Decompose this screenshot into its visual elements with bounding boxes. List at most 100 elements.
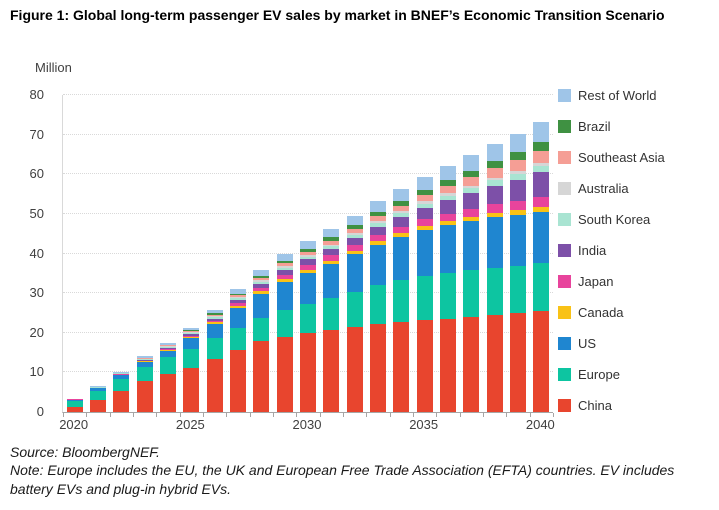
bar-segment-brazil xyxy=(509,152,526,161)
bar-segment-us xyxy=(229,307,246,328)
bar-segment-europe xyxy=(299,303,316,334)
gridline xyxy=(63,133,553,135)
bar-column-2037 xyxy=(460,95,483,412)
bar-segment-australia xyxy=(509,171,526,174)
bar-segment-southeast-asia xyxy=(323,240,340,245)
bar-segment-rest-of-world xyxy=(253,270,270,276)
y-tick-label: 70 xyxy=(29,126,44,142)
bar-segment-europe xyxy=(416,275,433,321)
bar-segment-australia xyxy=(416,201,433,204)
bar-segment-australia xyxy=(533,163,550,166)
figure-title: Figure 1: Global long-term passenger EV … xyxy=(10,7,665,23)
bar-segment-china xyxy=(206,359,223,412)
bar-segment-europe xyxy=(369,285,386,325)
bar-2040 xyxy=(533,122,550,412)
bar-column-2033 xyxy=(366,95,389,412)
legend-label: Rest of World xyxy=(578,88,657,103)
legend-item-japan: Japan xyxy=(558,274,665,289)
bar-segment-brazil xyxy=(183,330,200,332)
bar-segment-south-korea xyxy=(183,332,200,335)
bar-segment-china xyxy=(229,349,246,412)
legend-item-southeast-asia: Southeast Asia xyxy=(558,150,665,165)
bar-segment-brazil xyxy=(486,160,503,169)
legend-color-swatch xyxy=(558,368,571,381)
bar-segment-australia xyxy=(229,297,246,299)
bar-segment-europe xyxy=(346,291,363,328)
bar-segment-brazil xyxy=(439,180,456,187)
bar-segment-us xyxy=(533,211,550,264)
bar-segment-rest-of-world xyxy=(183,327,200,331)
legend-label: Australia xyxy=(578,181,629,196)
x-tick xyxy=(109,413,111,417)
legend-label: US xyxy=(578,336,597,351)
bar-2037 xyxy=(463,154,480,412)
x-tick xyxy=(319,413,321,417)
bar-2026 xyxy=(206,309,223,412)
bar-segment-rest-of-world xyxy=(136,356,153,358)
bar-segment-europe xyxy=(323,297,340,331)
bar-segment-south-korea xyxy=(136,358,153,360)
bar-segment-india xyxy=(533,172,550,197)
x-tick-label-2020: 2020 xyxy=(59,417,89,432)
bar-segment-south-korea xyxy=(159,346,176,348)
bar-segment-japan xyxy=(159,349,176,350)
bar-segment-us xyxy=(509,214,526,266)
bar-column-2038 xyxy=(483,95,506,412)
legend-color-swatch xyxy=(558,337,571,350)
bar-segment-europe xyxy=(253,318,270,342)
bar-segment-us xyxy=(136,361,153,367)
bar-column-2035 xyxy=(413,95,436,412)
bar-segment-brazil xyxy=(346,225,363,229)
x-tick xyxy=(459,413,461,417)
bar-segment-south-korea xyxy=(369,223,386,227)
bar-segment-rest-of-world xyxy=(323,228,340,238)
bar-segment-australia xyxy=(299,255,316,257)
y-axis-tick-labels: 0 10 20 30 40 50 60 70 80 xyxy=(0,88,52,419)
bar-segment-australia xyxy=(183,332,200,333)
bar-segment-japan xyxy=(323,255,340,261)
bar-segment-china xyxy=(463,316,480,412)
bar-segment-canada xyxy=(533,206,550,212)
bar-segment-europe xyxy=(463,270,480,317)
bar-segment-canada xyxy=(346,250,363,255)
legend-label: China xyxy=(578,398,612,413)
legend-label: Canada xyxy=(578,305,624,320)
legend-color-swatch xyxy=(558,89,571,102)
bar-segment-australia xyxy=(323,244,340,247)
y-axis-unit-label: Million xyxy=(35,60,72,75)
x-tick xyxy=(436,413,438,417)
bar-2034 xyxy=(393,189,410,412)
bar-segment-india xyxy=(346,238,363,246)
bar-segment-south-korea xyxy=(439,195,456,201)
bar-segment-rest-of-world xyxy=(509,133,526,153)
bar-segment-southeast-asia xyxy=(533,151,550,164)
bar-segment-south-korea xyxy=(113,373,130,374)
gridline xyxy=(63,212,553,214)
bar-2035 xyxy=(416,176,433,412)
bar-segment-rest-of-world xyxy=(346,215,363,226)
bar-segment-india xyxy=(369,227,386,236)
bar-segment-rest-of-world xyxy=(276,254,293,261)
bar-segment-china xyxy=(66,407,83,412)
bar-segment-southeast-asia xyxy=(486,168,503,178)
bar-segment-canada xyxy=(416,225,433,230)
bar-segment-us xyxy=(463,221,480,271)
legend-item-brazil: Brazil xyxy=(558,119,665,134)
bar-segment-southeast-asia xyxy=(346,229,363,234)
bar-segment-china xyxy=(253,341,270,412)
bar-2029 xyxy=(276,254,293,412)
bar-segment-india xyxy=(253,284,270,288)
bar-segment-japan xyxy=(486,204,503,213)
bar-2031 xyxy=(323,228,340,412)
bar-segment-canada xyxy=(323,260,340,264)
bar-segment-canada xyxy=(393,232,410,237)
legend-color-swatch xyxy=(558,151,571,164)
bar-segment-canada xyxy=(206,322,223,325)
bar-segment-rest-of-world xyxy=(369,201,386,212)
bar-2024 xyxy=(159,342,176,412)
legend-item-australia: Australia xyxy=(558,181,665,196)
legend-color-swatch xyxy=(558,120,571,133)
bar-segment-brazil xyxy=(533,142,550,152)
bar-segment-south-korea xyxy=(323,246,340,250)
x-tick xyxy=(366,413,368,417)
